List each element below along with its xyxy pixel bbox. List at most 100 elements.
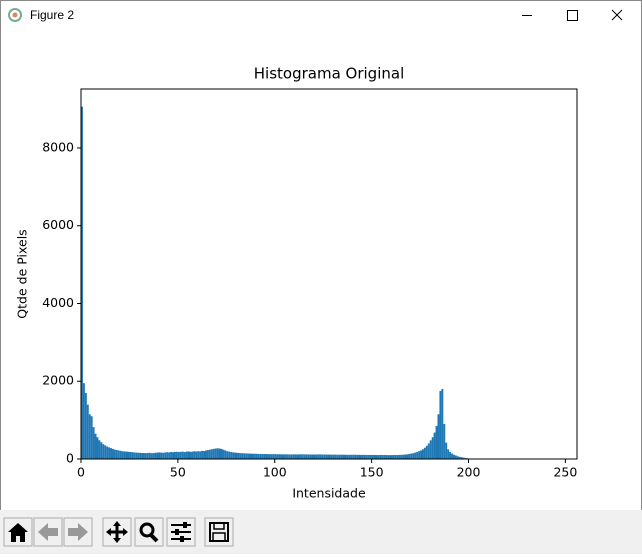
bar (279, 454, 281, 459)
bar (226, 451, 228, 459)
bar (416, 452, 418, 459)
bar (428, 443, 430, 459)
bar (153, 453, 155, 459)
bar (314, 455, 316, 459)
bar (335, 455, 337, 459)
bar (114, 450, 116, 459)
bar (341, 455, 343, 459)
zoom-button[interactable] (135, 518, 163, 546)
bar (263, 454, 265, 459)
bar (122, 451, 124, 459)
bar (205, 450, 207, 459)
bar (439, 391, 441, 459)
home-button[interactable] (4, 518, 32, 546)
bar (248, 454, 250, 459)
bar (98, 440, 100, 459)
bar (310, 454, 312, 459)
bar (323, 455, 325, 459)
bar (434, 433, 436, 459)
bar (286, 454, 288, 459)
bar (366, 455, 368, 459)
forward-button[interactable] (64, 518, 92, 546)
bar (139, 453, 141, 459)
bar (191, 452, 193, 459)
bar (420, 450, 422, 459)
bar (120, 451, 122, 459)
bar (275, 454, 277, 459)
bar (143, 453, 145, 459)
bar (102, 444, 104, 459)
bar (370, 455, 372, 459)
bar (252, 454, 254, 459)
bar (317, 454, 319, 459)
bar (234, 453, 236, 459)
bar (399, 455, 401, 459)
bar (453, 455, 455, 459)
bar (106, 447, 108, 459)
bar (269, 454, 271, 459)
bar (424, 448, 426, 459)
bar (188, 451, 190, 459)
bar (228, 452, 230, 459)
bar (418, 451, 420, 459)
bar (321, 455, 323, 459)
bar (455, 456, 457, 459)
bar (273, 454, 275, 459)
x-tick-label: 200 (457, 465, 481, 480)
bar (157, 453, 159, 459)
configure-button[interactable] (167, 518, 195, 546)
bar (147, 453, 149, 459)
bar (294, 454, 296, 459)
bar (277, 454, 279, 459)
bar (445, 443, 447, 459)
y-tick-label: 4000 (42, 295, 74, 310)
bar (126, 452, 128, 459)
bar (255, 454, 257, 459)
bar (436, 426, 438, 459)
bar (91, 416, 93, 459)
save-button[interactable] (205, 518, 233, 546)
bar (308, 454, 310, 459)
bar (296, 454, 298, 459)
bar (160, 453, 162, 459)
bar (108, 447, 110, 459)
bar (374, 455, 376, 459)
pan-button[interactable] (103, 518, 131, 546)
bar (395, 455, 397, 459)
y-tick-label: 6000 (42, 217, 74, 232)
bar (343, 455, 345, 459)
y-tick-label: 0 (66, 451, 74, 466)
bar (118, 450, 120, 459)
bar (193, 451, 195, 459)
bar (385, 455, 387, 459)
bar (224, 450, 226, 459)
bar (306, 454, 308, 459)
bar (95, 434, 97, 459)
y-axis-label: Qtde de Pixels (15, 229, 30, 318)
bar (137, 453, 139, 459)
bar (182, 452, 184, 459)
bar (362, 455, 364, 459)
bar (176, 452, 178, 459)
bar (265, 454, 267, 459)
bar (290, 454, 292, 459)
bar (215, 449, 217, 459)
bar (345, 455, 347, 459)
bar (283, 454, 285, 459)
bar (354, 455, 356, 459)
bar (230, 452, 232, 459)
bar (128, 452, 130, 459)
bar (222, 450, 224, 459)
back-button[interactable] (34, 518, 62, 546)
bar (112, 449, 114, 459)
bar (414, 453, 416, 459)
bar (401, 455, 403, 459)
bar (195, 451, 197, 459)
bar (246, 453, 248, 459)
y-tick-label: 2000 (42, 373, 74, 388)
bar (451, 454, 453, 459)
bar (184, 452, 186, 459)
bar (244, 453, 246, 459)
bar (383, 455, 385, 459)
